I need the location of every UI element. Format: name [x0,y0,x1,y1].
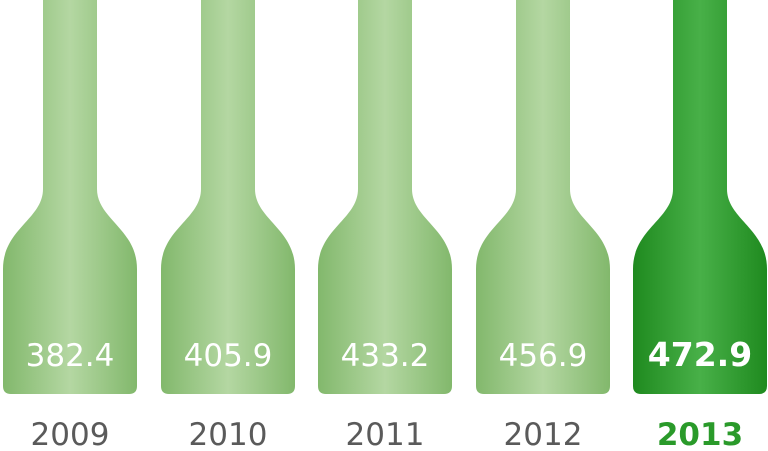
bottle-bar-2009 [3,0,137,394]
bottle-bar-2013 [633,0,767,394]
bottle-bar-2010 [161,0,295,394]
bottle-bar-2012 [476,0,610,394]
year-label-2011: 2011 [346,417,425,451]
value-labels: 382.4 405.9 433.2 456.9 472.9 [26,335,753,374]
year-label-2013: 2013 [657,417,743,451]
value-label-2013: 472.9 [648,335,752,374]
value-label-2011: 433.2 [341,338,430,374]
year-label-2010: 2010 [189,417,268,451]
bottle-bars [3,0,767,394]
year-labels: 2009 2010 2011 2012 2013 [31,417,744,451]
year-label-2012: 2012 [504,417,583,451]
value-label-2010: 405.9 [184,338,273,374]
value-label-2009: 382.4 [26,338,115,374]
value-label-2012: 456.9 [499,338,588,374]
year-label-2009: 2009 [31,417,110,451]
bottle-bar-2011 [318,0,452,394]
